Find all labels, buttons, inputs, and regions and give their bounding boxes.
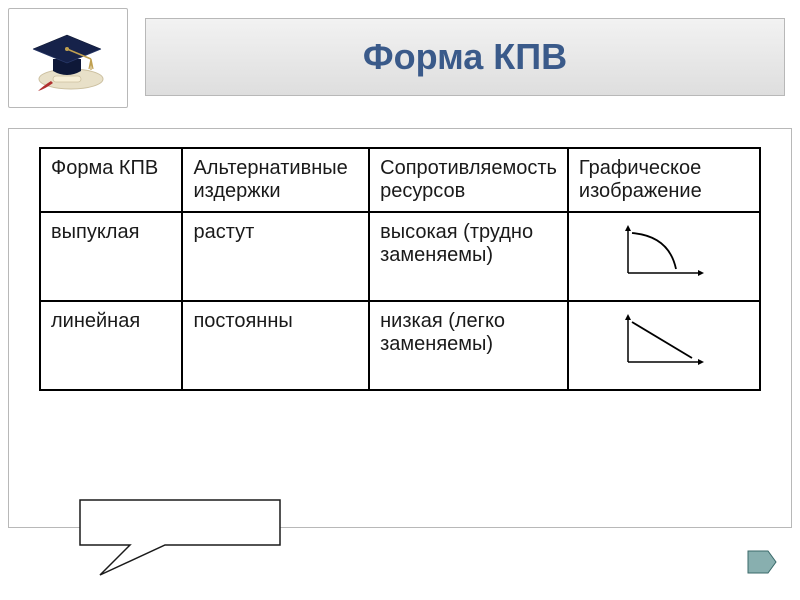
table-row: выпуклая растут высокая (трудно заменяем… <box>40 212 760 301</box>
logo-box <box>8 8 128 108</box>
table-header-row: Форма КПВ Альтернативные издержки Сопрот… <box>40 148 760 212</box>
header-cell: Альтернативные издержки <box>182 148 369 212</box>
cell-graph <box>568 301 760 390</box>
cell-form: линейная <box>40 301 182 390</box>
linear-graph-icon <box>614 310 714 375</box>
next-button[interactable] <box>746 549 778 575</box>
header-cell: Сопротивляемость ресурсов <box>369 148 568 212</box>
callout-shape <box>75 495 285 580</box>
ppf-table: Форма КПВ Альтернативные издержки Сопрот… <box>39 147 761 391</box>
cell-resistance: высокая (трудно заменяемы) <box>369 212 568 301</box>
cell-cost: постоянны <box>182 301 369 390</box>
convex-graph-icon <box>614 221 714 286</box>
content-box: Форма КПВ Альтернативные издержки Сопрот… <box>8 128 792 528</box>
table-row: линейная постоянны низкая (легко заменяе… <box>40 301 760 390</box>
header-cell: Форма КПВ <box>40 148 182 212</box>
title-box: Форма КПВ <box>145 18 785 96</box>
cell-graph <box>568 212 760 301</box>
page-title: Форма КПВ <box>363 36 567 78</box>
cell-resistance: низкая (легко заменяемы) <box>369 301 568 390</box>
cell-cost: растут <box>182 212 369 301</box>
cell-form: выпуклая <box>40 212 182 301</box>
graduation-cap-icon <box>23 21 113 96</box>
header-cell: Графическое изображение <box>568 148 760 212</box>
